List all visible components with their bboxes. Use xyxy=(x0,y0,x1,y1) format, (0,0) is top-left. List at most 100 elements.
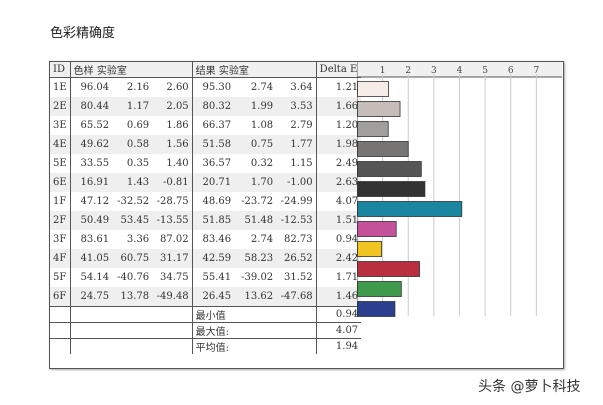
bar-1E xyxy=(357,81,389,97)
delta-e-value: 1.51 xyxy=(315,211,362,230)
empty-cell xyxy=(50,322,71,339)
empty-cell xyxy=(50,306,71,323)
row-id: 3E xyxy=(53,120,67,131)
table-row: 6E 16.91 1.43 -0.81 20.71 1.70 -1.00 2.63 xyxy=(50,173,362,192)
delta-e-value: 1.21 xyxy=(315,77,362,97)
delta-e-bar-chart: 1 2 3 4 5 6 7 xyxy=(357,62,562,317)
watermark: 头条 @萝卜科技 xyxy=(478,379,581,395)
row-id: 1F xyxy=(53,196,67,207)
delta-e-value: 2.63 xyxy=(315,173,362,192)
bar-6F xyxy=(357,301,396,317)
page-title: 色彩精确度 xyxy=(50,26,116,41)
summary-value: 0.94 xyxy=(315,306,362,323)
lab-value: 41.05 xyxy=(69,249,113,268)
table-row: 1F 47.12 -32.52 -28.75 48.69 -23.72 -24.99 4.07 xyxy=(50,192,362,211)
delta-e-value: 0.94 xyxy=(315,230,362,249)
table-row: 2F 50.49 53.45 -13.55 51.85 51.48 -12.53 1.51 xyxy=(50,211,362,230)
delta-e-value: 1.98 xyxy=(315,135,362,154)
delta-e-value: 4.07 xyxy=(315,192,362,211)
row-id: 6F xyxy=(50,287,71,307)
tick-label: 5 xyxy=(482,66,488,76)
result-header: 结果 实验室 xyxy=(191,62,317,78)
id-header: ID xyxy=(50,62,71,78)
lab-value: 2.60 xyxy=(166,82,189,93)
lab-value: 53.45 xyxy=(112,211,153,230)
bar-1F xyxy=(357,201,463,217)
delta-e-value: 1.20 xyxy=(315,116,362,135)
lab-value: 48.69 xyxy=(191,192,235,211)
lab-value: -24.99 xyxy=(280,196,313,207)
lab-value: 54.14 xyxy=(69,268,113,287)
lab-value: 1.43 xyxy=(112,173,153,192)
lab-value: 60.75 xyxy=(112,249,153,268)
lab-value: -28.75 xyxy=(156,196,189,207)
bar-5F xyxy=(357,281,402,297)
tick-label: 1 xyxy=(380,66,386,76)
table-row: 4F 41.05 60.75 31.17 42.59 58.23 26.52 2.42 xyxy=(50,249,362,268)
lab-value: -13.55 xyxy=(152,211,193,230)
summary-label: 最大值: xyxy=(191,322,317,339)
lab-value: 83.46 xyxy=(191,230,235,249)
bar-2E xyxy=(357,101,401,117)
lab-value: 0.69 xyxy=(126,120,150,131)
bar-5E xyxy=(357,161,422,177)
lab-value: 2.74 xyxy=(250,234,274,245)
lab-value: 87.02 xyxy=(160,234,189,245)
lab-value: 1.40 xyxy=(166,158,189,169)
lab-value: 2.74 xyxy=(250,82,274,93)
lab-value: 1.56 xyxy=(152,135,193,154)
table-row: 3F 83.61 3.36 87.02 83.46 2.74 82.73 0.94 xyxy=(50,230,362,249)
lab-value: 31.52 xyxy=(284,272,313,283)
table-row: 5F 54.14 -40.76 34.75 55.41 -39.02 31.52 1.71 xyxy=(50,268,362,287)
tick-label: 4 xyxy=(457,66,463,76)
lab-value: 36.57 xyxy=(191,154,235,173)
lab-value: 80.32 xyxy=(191,97,235,116)
row-id: 2F xyxy=(50,211,71,230)
sample-header: 色样 实验室 xyxy=(69,62,193,78)
delta-e-value: 2.49 xyxy=(315,154,362,173)
row-id: 1E xyxy=(53,82,67,93)
lab-value: 0.35 xyxy=(126,158,150,169)
lab-value: 1.15 xyxy=(290,158,313,169)
bar-2F xyxy=(357,221,397,237)
delta-e-value: 1.46 xyxy=(315,287,362,307)
summary-label: 最小值 xyxy=(191,306,317,323)
lab-value: 58.23 xyxy=(234,249,277,268)
lab-value: 26.45 xyxy=(191,287,235,307)
row-id: 5F xyxy=(53,272,67,283)
table-frame xyxy=(49,61,564,369)
table-row: 2E 80.44 1.17 2.05 80.32 1.99 3.53 1.66 xyxy=(50,97,362,116)
lab-value: 1.86 xyxy=(166,120,189,131)
empty-cell xyxy=(69,306,193,323)
table-row: 1E 96.04 2.16 2.60 95.30 2.74 3.64 1.21 xyxy=(50,77,362,97)
lab-value: 3.53 xyxy=(276,97,317,116)
lab-value: 55.41 xyxy=(191,268,235,287)
lab-value: 3.36 xyxy=(126,234,150,245)
lab-value: 47.12 xyxy=(69,192,113,211)
lab-value: 82.73 xyxy=(284,234,313,245)
lab-value: 3.64 xyxy=(290,82,313,93)
tick-label: 2 xyxy=(405,66,411,76)
delta-e-value: 1.71 xyxy=(315,268,362,287)
lab-value: 1.99 xyxy=(234,97,277,116)
lab-value: -40.76 xyxy=(117,272,150,283)
delta-e-value: 1.66 xyxy=(315,97,362,116)
lab-value: -47.68 xyxy=(276,287,317,307)
lab-value: 1.08 xyxy=(250,120,274,131)
lab-value: 66.37 xyxy=(191,116,235,135)
lab-value: 26.52 xyxy=(276,249,317,268)
lab-value: 2.79 xyxy=(290,120,313,131)
lab-value: -1.00 xyxy=(276,173,317,192)
lab-value: 33.55 xyxy=(69,154,113,173)
lab-value: 83.61 xyxy=(69,230,113,249)
lab-value: 0.32 xyxy=(250,158,274,169)
delta-e-value: 2.42 xyxy=(315,249,362,268)
row-id: 6E xyxy=(50,173,71,192)
lab-value: 0.58 xyxy=(112,135,153,154)
chart-header xyxy=(357,62,562,77)
lab-value: 13.62 xyxy=(234,287,277,307)
tick-label: 7 xyxy=(534,66,540,76)
bar-4F xyxy=(357,261,420,277)
row-id: 3F xyxy=(53,234,67,245)
lab-value: -12.53 xyxy=(276,211,317,230)
